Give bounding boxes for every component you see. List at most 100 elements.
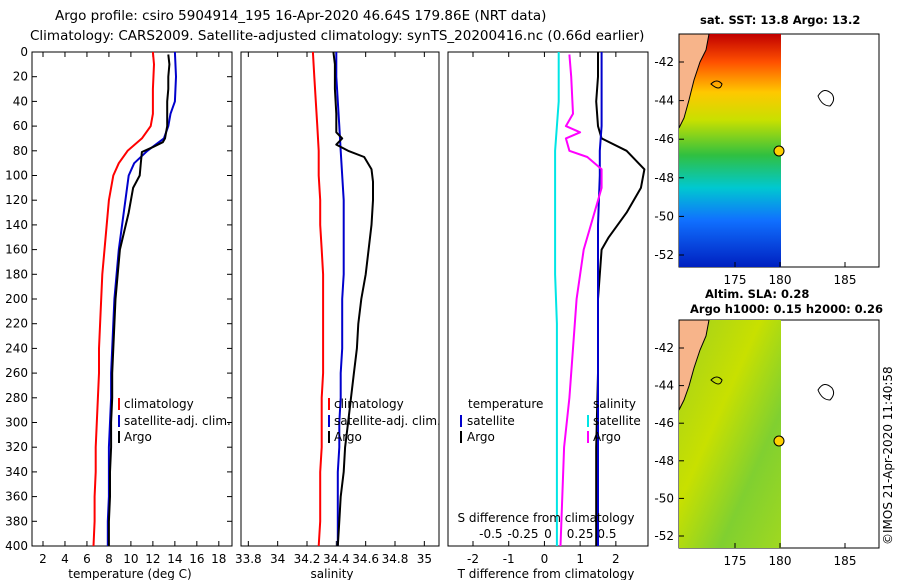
series-satellite-adj-clim- <box>335 52 345 546</box>
legend-sal-satellite: satellite <box>593 414 641 428</box>
x-tick-label: 4 <box>61 552 69 566</box>
x-tick-label: 16 <box>189 552 204 566</box>
map-x-tick-label: 185 <box>834 554 857 568</box>
legend-argo: Argo <box>334 430 362 444</box>
sla-map <box>678 319 880 549</box>
depth-tick-label: 100 <box>5 169 28 183</box>
x-tick-label: 34 <box>270 552 285 566</box>
map-y-tick-label: -46 <box>654 132 674 146</box>
map-x-tick-label: 180 <box>769 273 792 287</box>
x-tick-label: 2 <box>612 552 620 566</box>
x-tick-label: 14 <box>167 552 182 566</box>
title-line-1: Argo profile: csiro 5904914_195 16-Apr-2… <box>55 8 546 24</box>
map-y-tick-label: -50 <box>654 209 674 223</box>
top-tick-label: -0.25 <box>507 527 538 541</box>
depth-tick-label: 260 <box>5 366 28 380</box>
legend-argo: Argo <box>124 430 152 444</box>
map-y-tick-label: -42 <box>654 341 674 355</box>
series-climatology <box>92 51 155 547</box>
depth-tick-label: 160 <box>5 243 28 257</box>
depth-tick-label: 0 <box>20 45 28 59</box>
x-tick-label: 6 <box>83 552 91 566</box>
chatham-islands <box>710 80 723 89</box>
difference-legend: temperature satellite Argo salinity sate… <box>460 397 641 444</box>
depth-tick-label: 240 <box>5 341 28 355</box>
map-y-tick-label: -50 <box>654 491 674 505</box>
difference-xlabel: T difference from climatology <box>457 567 635 580</box>
temperature-legend: climatology satellite-adj. clim. Argo <box>118 397 231 444</box>
temperature-panel-frame <box>31 51 233 547</box>
map-y-tick-label: -44 <box>654 379 674 393</box>
map-y-tick-label: -46 <box>654 416 674 430</box>
x-tick-label: 34.4 <box>323 552 350 566</box>
chatham-islands <box>710 376 723 385</box>
depth-tick-label: 180 <box>5 267 28 281</box>
map-y-tick-label: -52 <box>654 529 674 543</box>
legend-satellite: satellite-adj. clim. <box>124 414 231 428</box>
salinity-panel-frame <box>240 51 440 547</box>
series-salinity-argo <box>559 54 603 547</box>
argo-position-marker <box>773 145 785 157</box>
depth-tick-label: 320 <box>5 440 28 454</box>
x-tick-label: 33.8 <box>235 552 262 566</box>
depth-tick-label: 140 <box>5 218 28 232</box>
x-tick-label: 18 <box>211 552 226 566</box>
depth-tick-label: 380 <box>5 514 28 528</box>
salinity-panel: 33.8 34 34.2 34.4 34.6 34.8 35 <box>235 51 432 566</box>
map-y-tick-label: -48 <box>654 171 674 185</box>
depth-tick-label: 40 <box>13 94 28 108</box>
x-tick-label: 34.2 <box>294 552 321 566</box>
x-tick-label: -2 <box>467 552 479 566</box>
x-tick-label: 2 <box>39 552 47 566</box>
depth-tick-label: 400 <box>5 539 28 553</box>
map-y-tick-label: -42 <box>654 55 674 69</box>
top-tick-label: 0 <box>544 527 552 541</box>
legend-temperature-header: temperature <box>468 397 543 411</box>
depth-tick-label: 200 <box>5 292 28 306</box>
depth-tick-label: 80 <box>13 144 28 158</box>
temperature-xlabel: temperature (deg C) <box>68 567 191 580</box>
depth-tick-label: 360 <box>5 490 28 504</box>
x-tick-label: 34.6 <box>352 552 379 566</box>
x-tick-label: 1 <box>576 552 584 566</box>
series-temperature-satellite <box>554 52 560 546</box>
difference-panel: -2 -1 0 1 2-0.5 -0.25 0 0.25 0.5 <box>467 52 646 566</box>
difference-panel-frame <box>447 51 649 547</box>
imos-credit: ©IMOS 21-Apr-2020 11:40:58 <box>881 366 895 545</box>
map-x-tick-label: 175 <box>724 554 747 568</box>
depth-tick-label: 220 <box>5 317 28 331</box>
top-tick-label: -0.5 <box>479 527 502 541</box>
new-zealand-land <box>678 33 710 129</box>
depth-tick-label: 60 <box>13 119 28 133</box>
depth-tick-label: 20 <box>13 70 28 84</box>
salinity-legend: climatology satellite-adj. clim. Argo <box>328 397 441 444</box>
sla-map-title: Altim. SLA: 0.28 <box>705 287 809 301</box>
depth-tick-label: 280 <box>5 391 28 405</box>
map-x-tick-label: 185 <box>834 273 857 287</box>
depth-tick-label: 340 <box>5 465 28 479</box>
legend-climatology: climatology <box>124 397 194 411</box>
series-temperature-argo <box>595 52 646 546</box>
argo-position-marker <box>773 435 785 447</box>
sst-map-title: sat. SST: 13.8 Argo: 13.2 <box>700 13 860 27</box>
bounty-outline <box>817 90 835 107</box>
sst-map-axes: 175 180 185 -42 -44 -46 -48 -50 -52 <box>654 55 856 287</box>
x-tick-label: 34.8 <box>382 552 409 566</box>
top-tick-label: 0.25 <box>567 527 594 541</box>
map-x-tick-label: 180 <box>769 554 792 568</box>
map-y-tick-label: -52 <box>654 248 674 262</box>
legend-temp-satellite: satellite <box>467 414 515 428</box>
x-tick-label: 8 <box>105 552 113 566</box>
series-argo <box>332 51 374 547</box>
series-climatology <box>311 51 325 547</box>
sst-map <box>678 33 880 268</box>
salinity-xlabel: salinity <box>310 567 353 580</box>
legend-temp-argo: Argo <box>467 430 495 444</box>
legend-satellite: satellite-adj. clim. <box>334 414 441 428</box>
x-tick-label: 12 <box>145 552 160 566</box>
legend-climatology: climatology <box>334 397 404 411</box>
top-tick-label: 0.5 <box>597 527 616 541</box>
depth-axis: 0 20 40 60 80 100 120 140 160 180 200 220 240 260 280 3… <box>5 45 28 553</box>
x-tick-label: -1 <box>503 552 515 566</box>
